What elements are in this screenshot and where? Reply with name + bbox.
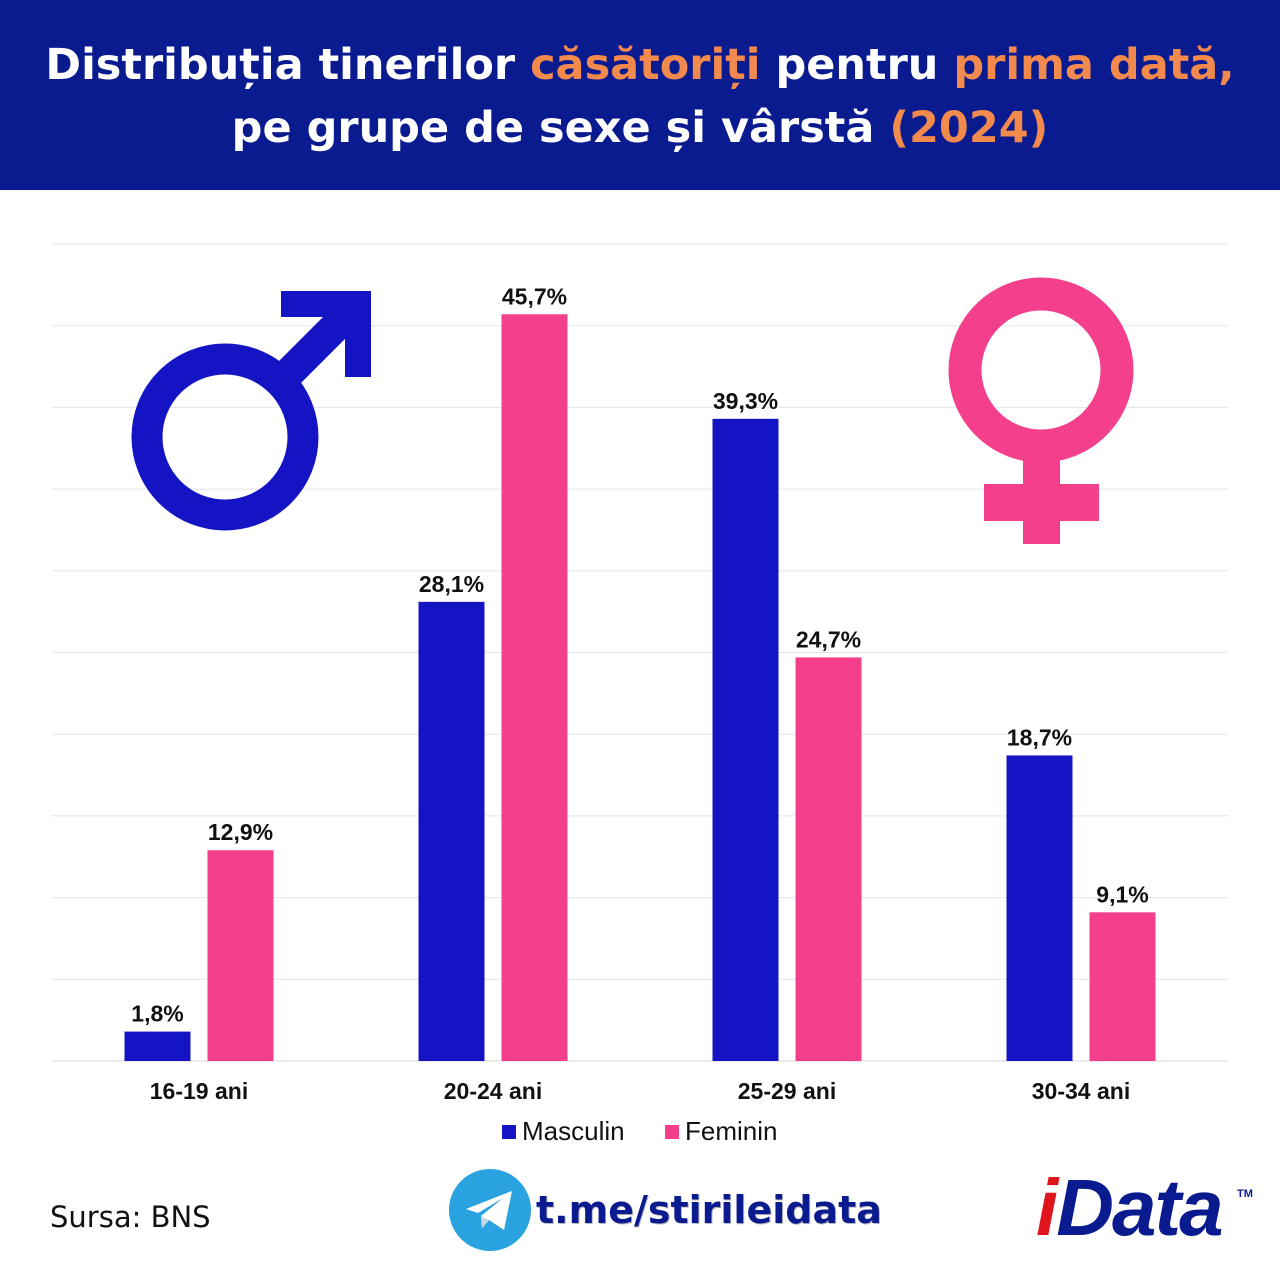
bar-masculin <box>418 601 485 1061</box>
title-text: Distribuția tinerilor <box>45 40 531 90</box>
title-highlight: prima dată, <box>953 40 1235 90</box>
title-line-2: pe grupe de sexe și vârstă (2024) <box>0 103 1280 153</box>
title-line-1: Distribuția tinerilor căsătoriți pentru … <box>0 40 1280 90</box>
logo-data: Data <box>1056 1163 1223 1252</box>
category-label: 20-24 ani <box>444 1078 542 1104</box>
data-label: 45,7% <box>502 283 567 309</box>
bar-feminin <box>501 314 568 1062</box>
telegram-link[interactable]: t.me/stirileidata <box>536 1188 882 1232</box>
category-label: 25-29 ani <box>738 1078 836 1104</box>
legend-swatch <box>502 1125 516 1139</box>
bar-masculin <box>712 418 779 1061</box>
category-label: 30-34 ani <box>1032 1078 1130 1104</box>
legend-label: Feminin <box>685 1116 777 1146</box>
telegram-icon[interactable] <box>448 1168 532 1252</box>
bar-feminin <box>1089 912 1156 1061</box>
title-text: pentru <box>760 40 954 90</box>
data-label: 39,3% <box>713 388 778 414</box>
bar-masculin <box>1006 755 1073 1061</box>
female-symbol-icon <box>948 277 1134 544</box>
title-text: pe grupe de sexe și vârstă <box>231 103 890 153</box>
title-highlight: căsătoriți <box>530 40 761 90</box>
data-label: 28,1% <box>419 571 484 597</box>
data-label: 9,1% <box>1096 881 1148 907</box>
logo-i: i <box>1036 1163 1058 1252</box>
title-year: (2024) <box>889 103 1049 153</box>
idata-logo: iData <box>1036 1168 1224 1248</box>
data-label: 12,9% <box>208 819 273 845</box>
bar-feminin <box>795 657 862 1061</box>
header-banner: Distribuția tinerilor căsătoriți pentru … <box>0 0 1280 190</box>
trademark-mark: TM <box>1237 1188 1253 1200</box>
bars: 1,8% 12,9% 16-19 ani 28,1% 45,7% 20-24 ani 39,… <box>124 283 1156 1104</box>
bar-feminin <box>207 850 274 1061</box>
legend-swatch <box>665 1125 679 1139</box>
source-note: Sursa: BNS <box>50 1200 211 1234</box>
male-symbol-icon <box>131 291 371 531</box>
legend: Masculin Feminin <box>502 1116 777 1146</box>
data-label: 18,7% <box>1007 724 1072 750</box>
category-label: 16-19 ani <box>150 1078 248 1104</box>
legend-label: Masculin <box>522 1116 625 1146</box>
bar-masculin <box>124 1031 191 1061</box>
data-label: 24,7% <box>796 626 861 652</box>
bar-chart: 1,8% 12,9% 16-19 ani 28,1% 45,7% 20-24 ani 39,… <box>52 243 1228 1146</box>
data-label: 1,8% <box>131 1001 183 1027</box>
